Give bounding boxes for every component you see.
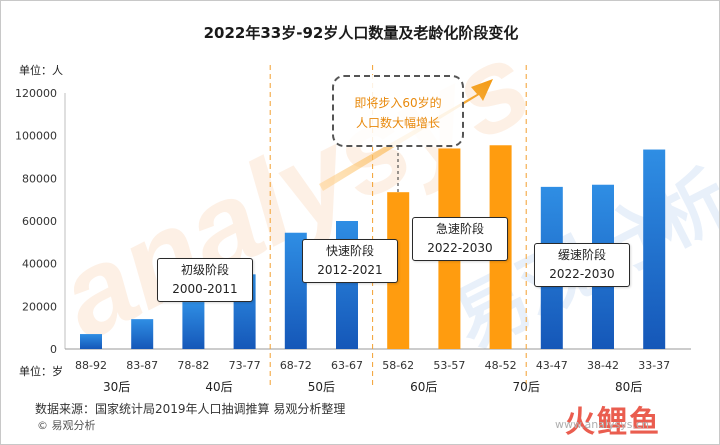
x-axis-unit-label: 单位：岁	[19, 364, 63, 378]
generation-label: 30后	[103, 380, 130, 394]
y-tick-label: 80000	[22, 172, 57, 185]
stage-box-fast: 快速阶段 2012-2021	[302, 239, 398, 283]
stage-years: 2000-2011	[172, 282, 238, 296]
x-tick-label: 33-37	[638, 359, 670, 372]
x-tick-label: 78-82	[177, 359, 209, 372]
x-tick-label: 48-52	[485, 359, 517, 372]
stage-title: 初级阶段	[180, 263, 229, 277]
x-tick-label: 53-57	[433, 359, 465, 372]
annotation-bubble: 即将步入60岁的 人口数大幅增长	[332, 75, 464, 147]
generation-label: 60后	[410, 380, 437, 394]
generation-label: 70后	[513, 380, 540, 394]
data-source: 数据来源：国家统计局2019年人口抽调推算 易观分析整理	[35, 402, 346, 416]
generation-label: 80后	[615, 380, 642, 394]
x-tick-label: 83-87	[126, 359, 158, 372]
bar	[284, 232, 307, 349]
y-tick-label: 20000	[22, 300, 57, 313]
x-tick-label: 43-47	[536, 359, 568, 372]
site-url: www.analysys.cn	[555, 418, 649, 431]
y-tick-label: 120000	[15, 87, 57, 100]
bar	[131, 319, 154, 349]
stage-box-rapid: 急速阶段 2022-2030	[412, 217, 508, 261]
y-axis-unit-label: 单位：人	[19, 63, 63, 77]
annotation-line1: 即将步入60岁的	[354, 96, 442, 110]
bar	[80, 334, 102, 349]
x-tick-label: 63-67	[331, 359, 363, 372]
x-tick-label: 73-77	[229, 359, 261, 372]
stage-years: 2012-2021	[317, 263, 383, 277]
x-tick-label: 68-72	[280, 359, 312, 372]
logo-text: 火鲤鱼	[565, 405, 661, 440]
stage-years: 2022-2030	[427, 241, 493, 255]
annotation-line2: 人口数大幅增长	[355, 116, 440, 130]
y-tick-label: 0	[50, 343, 57, 356]
generation-label: 50后	[308, 380, 335, 394]
x-tick-label: 38-42	[587, 359, 619, 372]
stage-title: 快速阶段	[325, 244, 374, 258]
bar	[387, 192, 410, 349]
stage-box-slow: 缓速阶段 2022-2030	[534, 243, 630, 287]
generation-label: 40后	[205, 380, 232, 394]
brand-credit: © 易观分析	[37, 419, 96, 432]
y-tick-label: 40000	[22, 258, 57, 271]
stage-title: 缓速阶段	[557, 248, 606, 262]
chart-title: 2022年33岁-92岁人口数量及老龄化阶段变化	[204, 24, 519, 42]
bar	[643, 149, 666, 349]
y-tick-label: 60000	[22, 215, 57, 228]
bar	[182, 302, 205, 349]
stage-title: 急速阶段	[435, 222, 484, 236]
stage-box-initial: 初级阶段 2000-2011	[157, 258, 253, 302]
y-tick-label: 100000	[15, 130, 57, 143]
stage-years: 2022-2030	[549, 267, 615, 281]
x-tick-label: 58-62	[382, 359, 414, 372]
x-tick-label: 88-92	[75, 359, 107, 372]
